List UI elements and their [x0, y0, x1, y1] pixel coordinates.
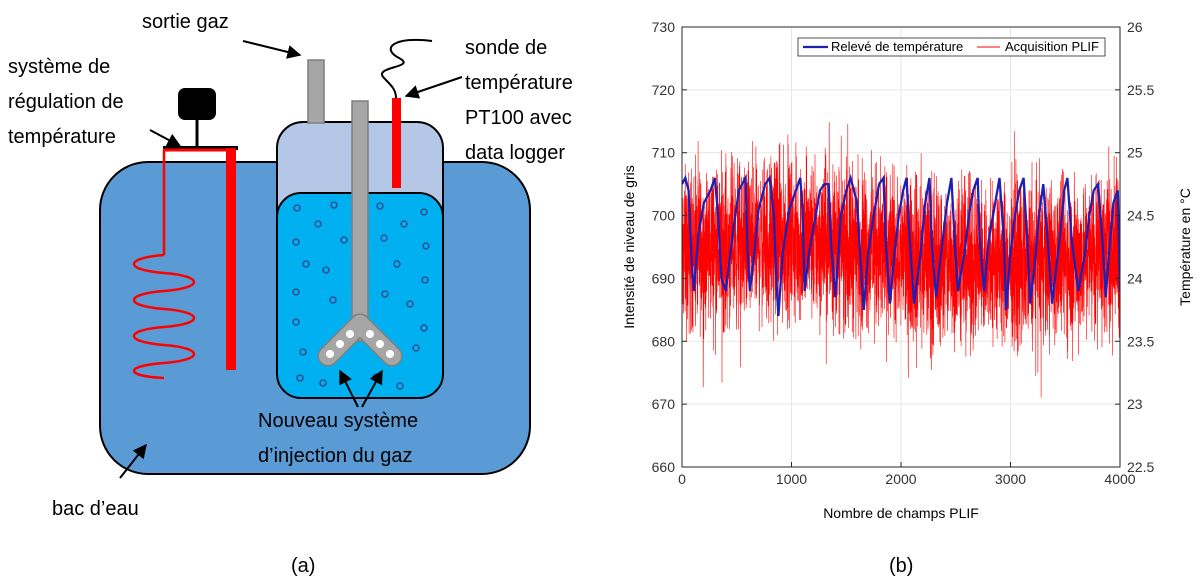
- label-regulation-2: régulation de: [8, 91, 124, 113]
- y2-tick-label: 22.5: [1127, 459, 1154, 475]
- y2-tick-label: 23.5: [1127, 333, 1154, 349]
- label-probe-3: PT100 avec: [465, 107, 572, 129]
- label-regulation-1: système de: [8, 56, 110, 78]
- y-tick-label: 680: [652, 333, 676, 349]
- probe-cable: [381, 38, 433, 99]
- series-releve-temperature: [682, 173, 1120, 317]
- y-tick-label: 720: [652, 82, 676, 98]
- panel-a-diagram: sortie gaz système de régulation de temp…: [8, 11, 573, 577]
- y2-tick-label: 25: [1127, 145, 1143, 161]
- y2-axis-label: Température en °C: [1177, 188, 1193, 306]
- label-regulation-3: température: [8, 126, 116, 148]
- y-axis-label: Intensité de niveau de gris: [621, 165, 637, 328]
- legend: Relevé de température Acquisition PLIF: [797, 37, 1106, 57]
- regulation-control-box: [178, 88, 216, 120]
- y2-tick-label: 24: [1127, 270, 1143, 286]
- x-tick-label: 1000: [776, 471, 807, 487]
- caption-a: (a): [291, 555, 315, 577]
- panel-b-chart: 0 1000 2000 3000 4000 660 670 680 690 700 710 720 73…: [621, 19, 1193, 577]
- bubbles: [292, 201, 430, 390]
- injection-system: [317, 100, 403, 367]
- y2-tick-label: 23: [1127, 396, 1143, 412]
- heating-coil: [132, 253, 196, 380]
- legend-entry-plif: Acquisition PLIF: [1005, 39, 1099, 54]
- y-tick-label: 690: [652, 270, 676, 286]
- y-tick-label: 670: [652, 396, 676, 412]
- label-probe-1: sonde de: [465, 37, 547, 59]
- label-gas-outlet: sortie gaz: [142, 11, 229, 33]
- y-tick-label: 700: [652, 208, 676, 224]
- heater-rod: [226, 148, 236, 370]
- x-tick-label: 2000: [885, 471, 916, 487]
- y-tick-label: 710: [652, 145, 676, 161]
- y-tick-label: 730: [652, 19, 676, 35]
- x-tick-label: 0: [678, 471, 686, 487]
- caption-b: (b): [889, 555, 913, 577]
- x-tick-label: 3000: [995, 471, 1026, 487]
- legend-entry-temperature: Relevé de température: [831, 39, 963, 54]
- label-probe-2: température: [465, 72, 573, 94]
- y2-tick-label: 24.5: [1127, 208, 1154, 224]
- label-injection-2: d’injection du gaz: [258, 445, 413, 467]
- axis-ticks: 0 1000 2000 3000 4000 660 670 680 690 700 710 720 73…: [652, 19, 1155, 487]
- x-axis-label: Nombre de champs PLIF: [823, 505, 979, 521]
- label-injection-1: Nouveau système: [258, 410, 418, 432]
- label-water-tank: bac d’eau: [52, 498, 139, 520]
- y-tick-label: 660: [652, 459, 676, 475]
- temperature-probe: [392, 98, 401, 188]
- gas-outlet-tube: [307, 59, 325, 124]
- y2-tick-label: 26: [1127, 19, 1143, 35]
- x-tick-label: 4000: [1104, 471, 1135, 487]
- y2-tick-label: 25.5: [1127, 82, 1154, 98]
- label-probe-4: data logger: [465, 142, 565, 164]
